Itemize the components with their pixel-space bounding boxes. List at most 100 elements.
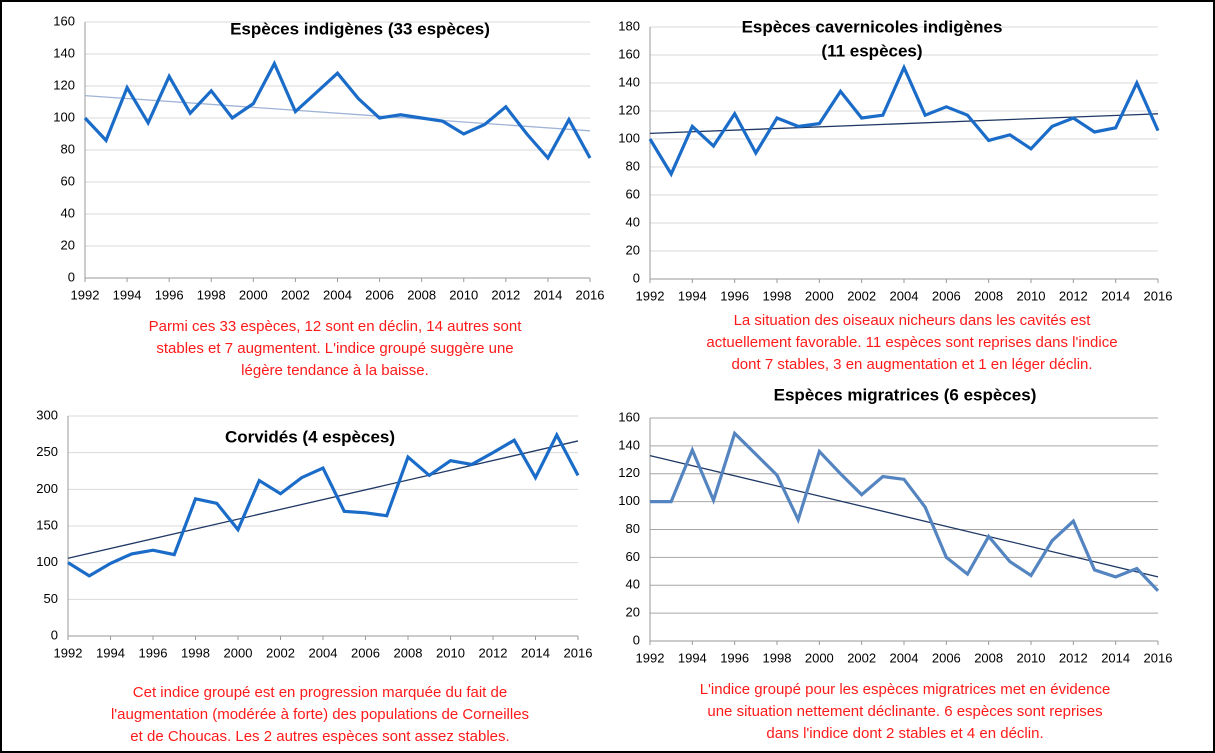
y-tick-label: 180 [618,18,640,33]
x-tick-label: 1994 [678,650,707,665]
x-tick-label: 2010 [1017,288,1046,303]
data-line [650,430,1160,592]
x-tick-label: 2016 [576,287,605,302]
x-tick-label: 2006 [351,645,380,660]
y-tick-label: 250 [36,444,58,459]
x-tick-label: 1998 [763,288,792,303]
y-tick-label: 120 [53,77,75,92]
x-tick-label: 1998 [181,645,210,660]
trend-line [84,94,591,132]
annotation: légère tendance à la baisse. [241,362,429,379]
x-tick-label: 1998 [197,287,226,302]
x-tick-label: 2000 [239,287,268,302]
x-tick-label: 1992 [636,288,665,303]
x-tick-label: 2006 [932,650,961,665]
x-tick-label: 2000 [805,288,834,303]
x-tick-label: 2004 [890,650,919,665]
x-tick-label: 2010 [436,645,465,660]
chart-title: Corvidés (4 espèces) [225,427,395,446]
x-tick-label: 2010 [449,287,478,302]
x-tick-label: 2014 [1101,288,1130,303]
annotation: dans l'indice dont 2 stables et 4 en déc… [766,725,1043,742]
y-tick-label: 100 [618,130,640,145]
y-tick-label: 0 [68,269,75,284]
annotation: et de Choucas. Les 2 autres espèces sont… [130,728,509,745]
chart-title: Espèces migratrices (6 espèces) [774,385,1037,404]
y-tick-label: 140 [53,45,75,60]
chart-title: Espèces cavernicoles indigènes [742,17,1003,36]
x-tick-label: 1992 [636,650,665,665]
y-tick-label: 160 [618,46,640,61]
x-tick-label: 1996 [720,650,749,665]
x-tick-label: 2016 [1144,650,1173,665]
x-tick-label: 2016 [564,645,593,660]
y-tick-label: 50 [44,591,58,606]
x-tick-label: 2002 [266,645,295,660]
y-tick-label: 60 [626,186,640,201]
annotation: L'indice groupé pour les espèces migratr… [700,681,1111,698]
y-tick-label: 60 [61,173,75,188]
annotation: l'augmentation (modérée à forte) des pop… [111,706,529,723]
x-tick-label: 2008 [974,288,1003,303]
y-tick-label: 60 [626,549,640,564]
trend-line [649,454,1159,578]
x-tick-label: 2008 [974,650,1003,665]
x-tick-label: 2004 [323,287,352,302]
x-tick-label: 2006 [365,287,394,302]
y-tick-label: 0 [51,627,58,642]
y-tick-label: 20 [626,605,640,620]
x-tick-label: 1996 [720,288,749,303]
x-tick-label: 2016 [1144,288,1173,303]
y-tick-label: 140 [618,74,640,89]
x-tick-label: 2004 [890,288,919,303]
annotation: stables et 7 augmentent. L'indice groupé… [156,340,513,357]
y-tick-label: 20 [61,237,75,252]
y-tick-label: 120 [618,465,640,480]
y-tick-label: 160 [53,13,75,28]
data-line [67,431,580,578]
x-tick-label: 2010 [1017,650,1046,665]
annotation: Parmi ces 33 espèces, 12 sont en déclin,… [149,318,523,335]
x-tick-label: 2014 [1101,650,1130,665]
x-tick-label: 2014 [533,287,562,302]
x-tick-label: 2012 [491,287,520,302]
y-tick-label: 40 [626,577,640,592]
y-tick-label: 0 [633,632,640,647]
y-tick-label: 200 [36,481,58,496]
x-tick-label: 1998 [763,650,792,665]
chart-title: (11 espèces) [821,41,922,60]
annotation: Cet indice groupé est en progression mar… [133,684,507,701]
x-tick-label: 1992 [71,287,100,302]
x-tick-label: 2002 [847,650,876,665]
x-tick-label: 2008 [407,287,436,302]
x-tick-label: 1992 [54,645,83,660]
y-tick-label: 160 [618,409,640,424]
x-tick-label: 2000 [224,645,253,660]
trend-line [67,440,579,559]
chart-title: Espèces indigènes (33 espèces) [230,19,490,38]
annotation: La situation des oiseaux nicheurs dans l… [734,312,1092,329]
y-tick-label: 80 [626,158,640,173]
y-tick-label: 120 [618,102,640,117]
x-tick-label: 2012 [1059,288,1088,303]
x-tick-label: 2002 [847,288,876,303]
x-tick-label: 2012 [479,645,508,660]
y-tick-label: 20 [626,242,640,257]
x-tick-label: 1996 [139,645,168,660]
data-line [648,63,1160,178]
x-tick-label: 2008 [394,645,423,660]
y-tick-label: 100 [36,554,58,569]
y-tick-label: 80 [626,521,640,536]
annotation: dont 7 stables, 3 en augmentation et 1 e… [731,356,1092,373]
y-tick-label: 140 [618,437,640,452]
y-tick-label: 100 [53,109,75,124]
x-tick-label: 1996 [155,287,184,302]
y-tick-label: 300 [36,407,58,422]
y-tick-label: 40 [61,205,75,220]
annotation: une situation nettement déclinante. 6 es… [707,703,1102,720]
y-tick-label: 100 [618,493,640,508]
x-tick-label: 2000 [805,650,834,665]
x-tick-label: 1994 [96,645,125,660]
